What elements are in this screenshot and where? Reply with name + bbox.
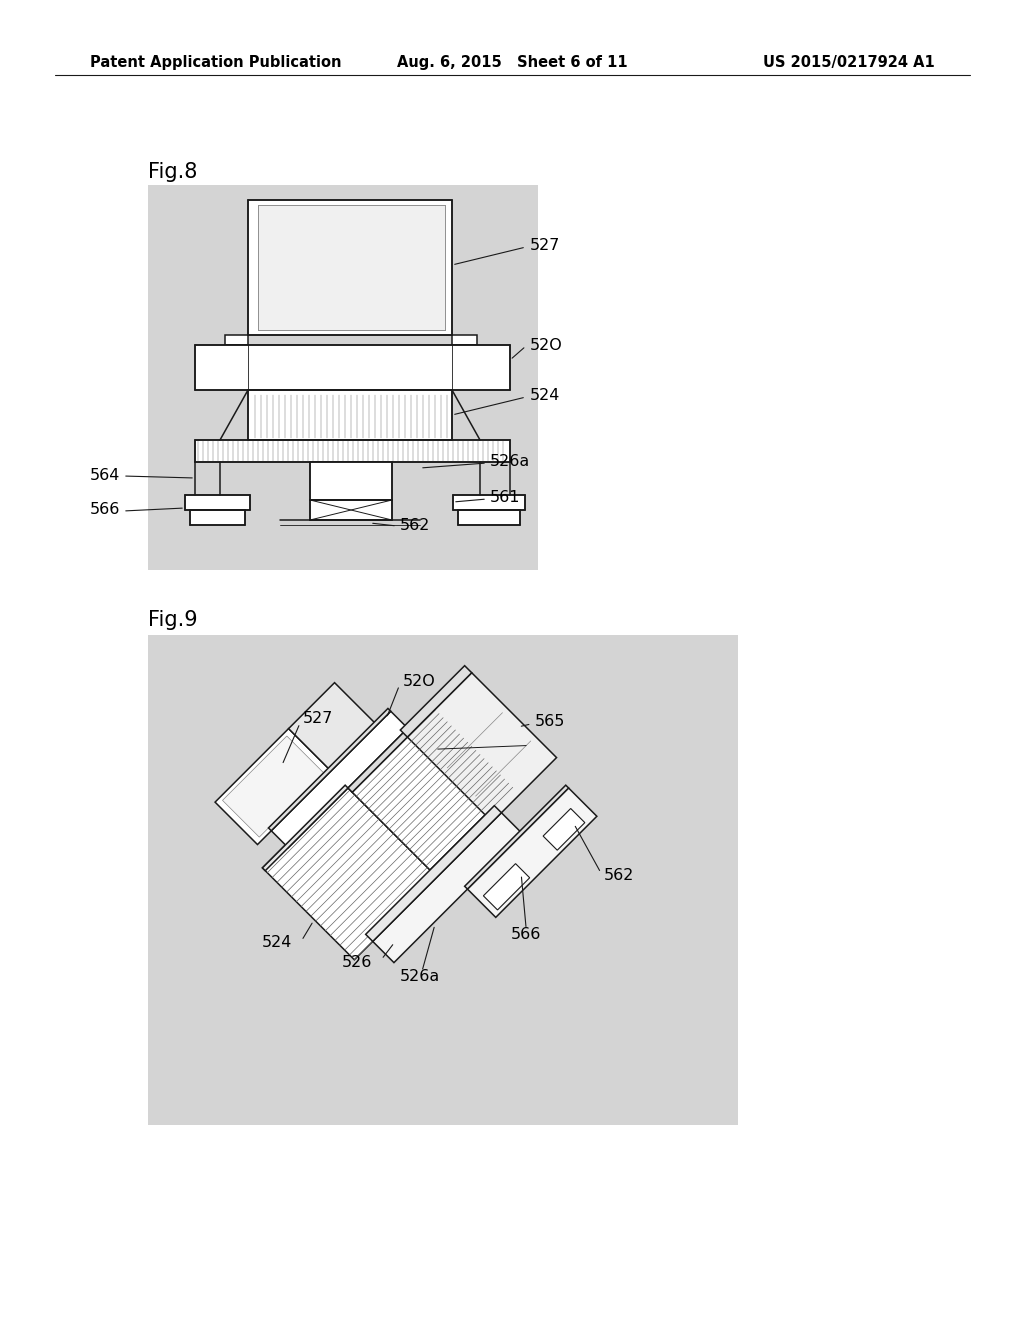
Polygon shape [225,345,240,370]
Text: 524: 524 [261,936,292,950]
Polygon shape [185,495,250,510]
Polygon shape [543,808,585,850]
Polygon shape [248,201,452,335]
Text: 526a: 526a [399,969,440,985]
Polygon shape [366,805,502,941]
Text: 566: 566 [90,503,120,517]
Polygon shape [310,500,392,520]
Polygon shape [225,335,248,345]
Polygon shape [190,510,245,525]
Text: 52O: 52O [530,338,563,352]
Text: Fig.8: Fig.8 [148,162,198,182]
Polygon shape [195,440,510,462]
Polygon shape [453,495,525,510]
Text: 565: 565 [535,714,565,730]
Polygon shape [400,665,472,737]
Polygon shape [248,389,452,440]
Polygon shape [262,785,348,871]
Text: 562: 562 [400,517,430,532]
Polygon shape [408,673,557,822]
Polygon shape [195,345,510,389]
Polygon shape [289,682,377,771]
Text: Patent Application Publication: Patent Application Publication [90,54,341,70]
Polygon shape [352,710,513,870]
Text: 561: 561 [490,491,520,506]
Text: 526: 526 [341,954,372,970]
Text: 566: 566 [511,927,542,941]
Text: 562: 562 [604,869,634,883]
Polygon shape [271,711,408,847]
Text: Aug. 6, 2015   Sheet 6 of 11: Aug. 6, 2015 Sheet 6 of 11 [396,54,628,70]
Text: Fig.9: Fig.9 [148,610,198,630]
Polygon shape [222,737,324,837]
Polygon shape [468,788,597,917]
Bar [148,635,738,1125]
Polygon shape [465,785,568,890]
Polygon shape [268,709,391,830]
Text: 52O: 52O [402,673,435,689]
Text: 524: 524 [530,388,560,403]
Polygon shape [483,863,529,909]
Text: 564: 564 [90,467,120,483]
Text: 527: 527 [303,710,334,726]
Polygon shape [458,510,520,525]
Bar [148,185,538,570]
Polygon shape [460,345,477,370]
Text: 527: 527 [530,238,560,252]
Polygon shape [215,729,331,845]
Polygon shape [258,205,445,330]
Polygon shape [262,785,437,960]
Text: US 2015/0217924 A1: US 2015/0217924 A1 [763,54,935,70]
Polygon shape [373,813,522,962]
Polygon shape [310,462,392,500]
Polygon shape [452,335,477,345]
Text: 526a: 526a [490,454,530,470]
Polygon shape [348,705,435,792]
